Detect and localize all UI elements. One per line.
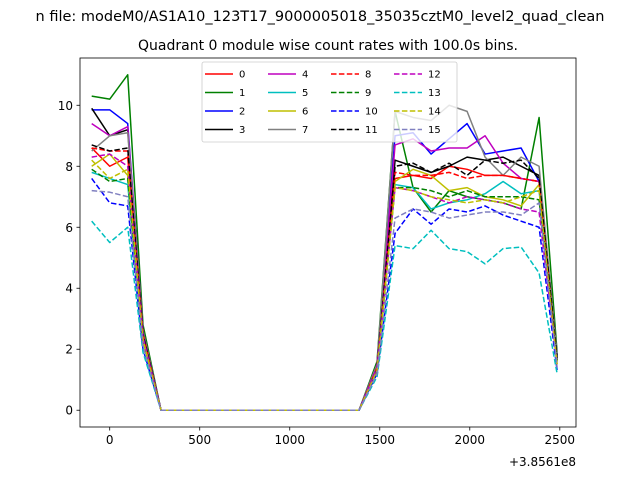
legend-label-3: 3 bbox=[239, 125, 245, 136]
x-tick-label: 500 bbox=[188, 433, 211, 447]
series-line-15 bbox=[91, 189, 558, 411]
legend-label-14: 14 bbox=[428, 107, 441, 118]
x-tick-label: 2500 bbox=[545, 433, 576, 447]
legend-label-2: 2 bbox=[239, 107, 245, 118]
series-line-5 bbox=[91, 171, 558, 411]
y-tick-label: 0 bbox=[65, 404, 73, 418]
x-axis-offset-label: +3.8561e8 bbox=[509, 455, 576, 469]
x-tick-label: 0 bbox=[106, 433, 114, 447]
legend-label-0: 0 bbox=[239, 70, 245, 81]
series-line-7 bbox=[91, 104, 558, 411]
legend-label-8: 8 bbox=[365, 70, 371, 81]
series-line-2 bbox=[91, 109, 558, 411]
x-tick-label: 1500 bbox=[364, 433, 395, 447]
y-tick-label: 10 bbox=[58, 99, 73, 113]
y-tick-label: 2 bbox=[65, 343, 73, 357]
x-tick-label: 1000 bbox=[274, 433, 305, 447]
series-line-9 bbox=[91, 168, 558, 411]
legend-label-15: 15 bbox=[428, 125, 441, 136]
series-line-4 bbox=[91, 122, 558, 411]
legend-label-7: 7 bbox=[302, 125, 308, 136]
series-line-13 bbox=[91, 220, 558, 411]
legend-label-1: 1 bbox=[239, 88, 245, 99]
legend-label-4: 4 bbox=[302, 70, 308, 81]
legend-label-6: 6 bbox=[302, 107, 308, 118]
legend-label-12: 12 bbox=[428, 70, 441, 81]
y-tick-label: 8 bbox=[65, 160, 73, 174]
y-tick-label: 4 bbox=[65, 282, 73, 296]
series-line-14 bbox=[91, 159, 558, 411]
series-line-11 bbox=[91, 144, 558, 411]
figure-suptitle: n file: modeM0/AS1A10_123T17_9000005018_… bbox=[36, 9, 605, 25]
legend-label-13: 13 bbox=[428, 88, 441, 99]
legend-label-10: 10 bbox=[365, 107, 378, 118]
y-tick-label: 6 bbox=[65, 221, 73, 235]
x-tick-label: 2000 bbox=[455, 433, 486, 447]
axes-frame bbox=[79, 57, 577, 428]
plot-area: 0 500 1000 1500 2000 250002468100123456789101… bbox=[58, 57, 577, 447]
legend-box bbox=[201, 61, 458, 143]
legend-label-9: 9 bbox=[365, 88, 371, 99]
legend-label-11: 11 bbox=[365, 125, 378, 136]
legend-label-5: 5 bbox=[302, 88, 308, 99]
series-line-10 bbox=[91, 178, 558, 411]
chart-title: Quadrant 0 module wise count rates with … bbox=[138, 38, 518, 54]
series-line-0 bbox=[91, 147, 558, 411]
series-line-12 bbox=[91, 153, 558, 411]
series-line-8 bbox=[91, 147, 558, 411]
